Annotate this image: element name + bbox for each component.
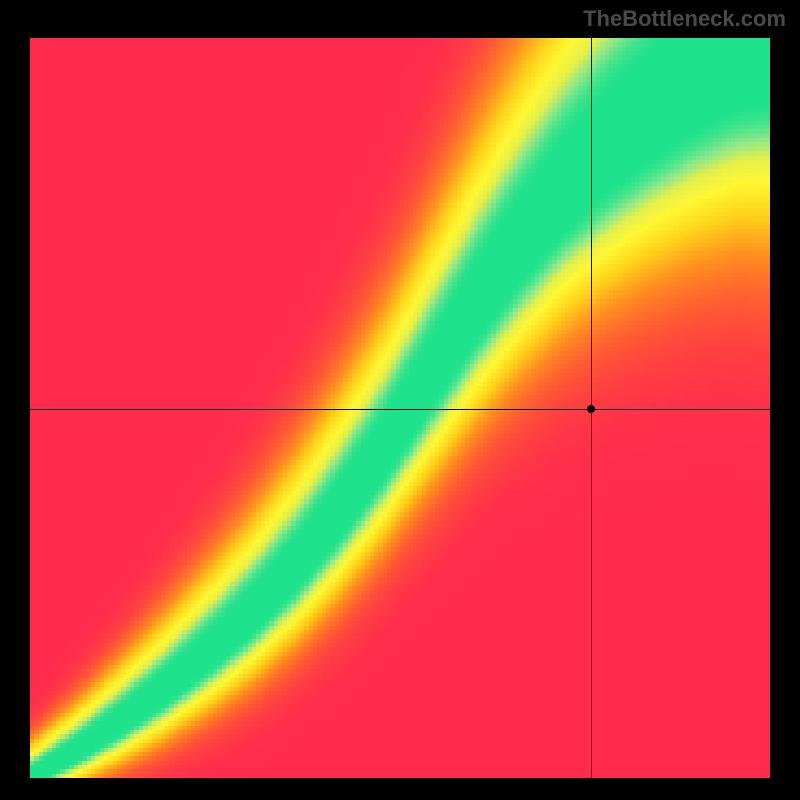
crosshair-marker bbox=[587, 405, 595, 413]
chart-container: TheBottleneck.com bbox=[0, 0, 800, 800]
watermark-text: TheBottleneck.com bbox=[583, 6, 786, 32]
crosshair-horizontal bbox=[30, 409, 770, 410]
heatmap-canvas bbox=[30, 38, 770, 778]
heatmap-plot-area bbox=[30, 38, 770, 778]
